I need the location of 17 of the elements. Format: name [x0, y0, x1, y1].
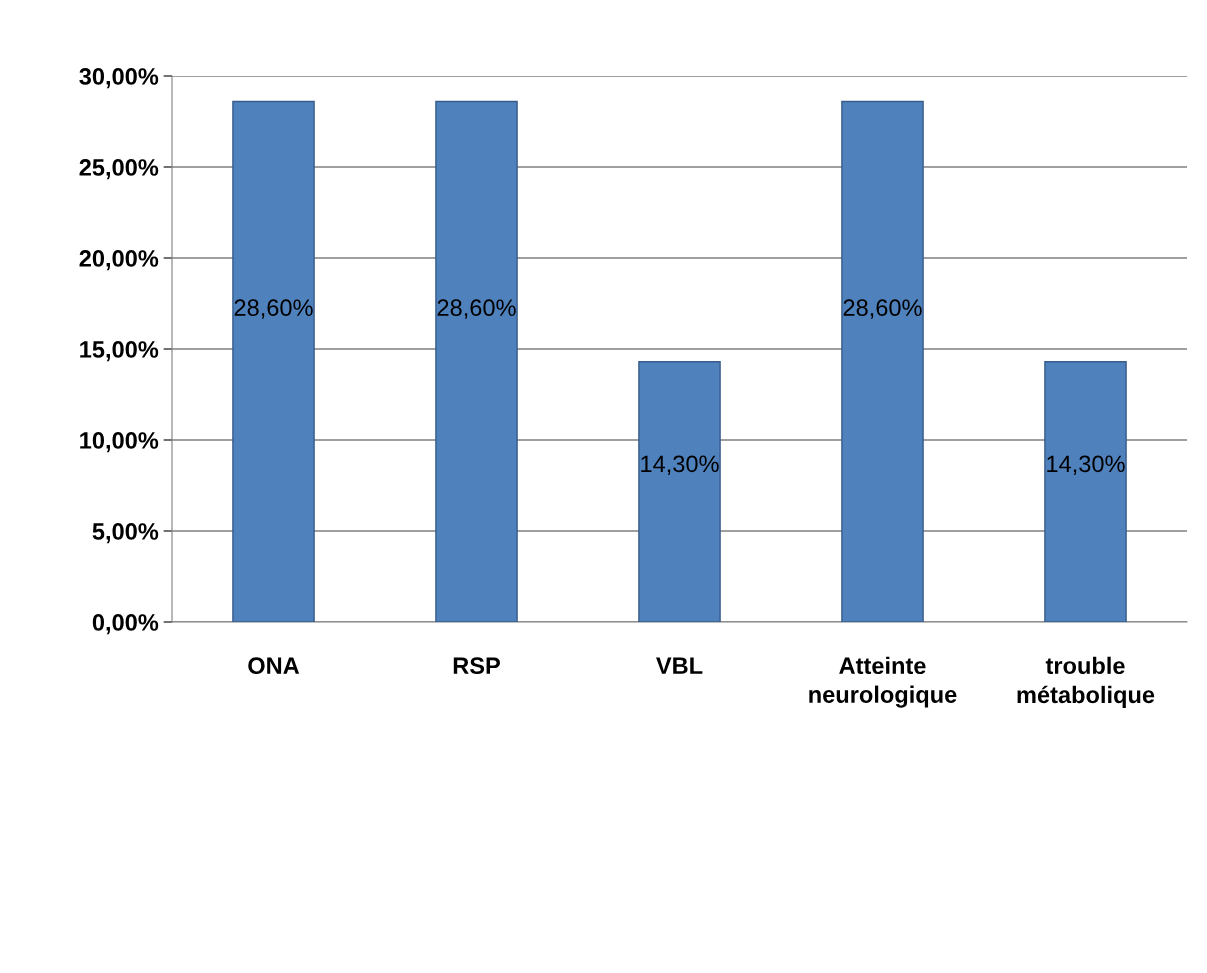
data-label: 14,30%	[641, 455, 719, 475]
x-tick-label: RSP	[453, 657, 500, 675]
x-tick-label: ONA	[248, 657, 300, 675]
y-tick-label: 20,00%	[79, 250, 159, 271]
x-tick-label: VBL	[656, 657, 703, 674]
data-label: 14,30%	[1047, 455, 1125, 475]
y-tick-label: 10,00%	[80, 432, 159, 453]
y-tick-label: 0,00%	[92, 614, 159, 635]
data-label: 28,60%	[437, 299, 516, 319]
y-tick-label: 30,00%	[79, 68, 159, 89]
x-tick-label: Atteinte neurologique	[809, 656, 957, 708]
data-label: 28,60%	[234, 299, 313, 319]
y-tick-label: 25,00%	[79, 159, 159, 180]
x-tick-label: trouble métabolique	[1017, 656, 1155, 708]
y-tick-label: 15,00%	[80, 341, 159, 362]
y-tick-label: 5,00%	[92, 523, 159, 544]
data-label: 28,60%	[843, 299, 922, 319]
